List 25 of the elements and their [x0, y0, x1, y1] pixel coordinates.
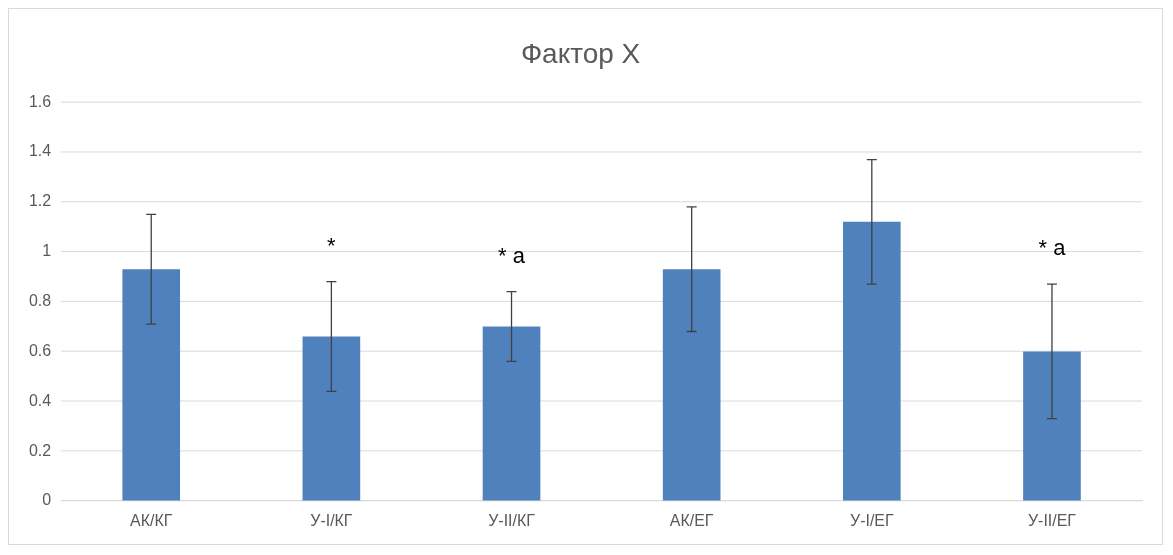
- annotation: * a: [1038, 235, 1067, 261]
- bar: [482, 326, 541, 501]
- x-tick-label: АК/ЕГ: [669, 511, 714, 529]
- annotation: *: [327, 232, 337, 258]
- x-tick-label: У-I/КГ: [310, 511, 353, 529]
- y-tick-label: 0.4: [28, 391, 52, 409]
- y-tick-label: 0: [42, 491, 52, 509]
- x-tick-label: АК/КГ: [130, 511, 173, 529]
- y-tick-label: 1: [42, 242, 52, 260]
- bar: [662, 269, 721, 501]
- x-tick-label: У-II/КГ: [488, 511, 536, 529]
- x-tick-label: У-II/ЕГ: [1027, 511, 1077, 529]
- y-tick-label: 1.6: [28, 92, 52, 110]
- bar: [302, 336, 361, 501]
- bar: [842, 221, 901, 501]
- y-tick-label: 0.2: [28, 441, 52, 459]
- annotation: * a: [498, 242, 526, 268]
- y-tick-label: 0.6: [28, 341, 52, 359]
- bar: [122, 269, 181, 501]
- chart-title: Фактор X: [520, 38, 641, 70]
- y-tick-label: 1.2: [28, 192, 52, 210]
- y-tick-label: 0.8: [28, 292, 52, 309]
- x-tick-label: У-I/ЕГ: [850, 511, 894, 529]
- y-tick-label: 1.4: [28, 142, 52, 160]
- bar: [1023, 351, 1081, 501]
